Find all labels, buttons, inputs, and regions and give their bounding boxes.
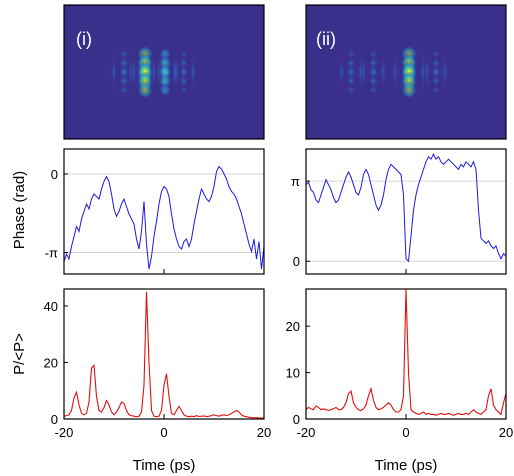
y-tick-label: 40	[44, 299, 58, 314]
y-tick-label: 20	[286, 319, 300, 334]
y-tick-label: 0	[293, 254, 300, 269]
phase-panel-i: 0 -π Phase (rad)	[11, 148, 265, 275]
heatmap-hotspot	[179, 57, 189, 69]
y-tick-label: 10	[286, 366, 300, 381]
heatmap-hotspot	[368, 84, 379, 96]
heatmap-panel-i: (i)	[63, 4, 265, 140]
heatmap-hotspot	[431, 65, 441, 79]
heatmap-hotspot	[346, 74, 356, 88]
x-tick-label: 20	[499, 425, 513, 440]
panel-label-ii: (ii)	[316, 29, 336, 49]
x-tick-label: 20	[257, 425, 271, 440]
phase-y-axis-label: Phase (rad)	[11, 171, 28, 249]
heatmap-hotspot	[118, 74, 130, 88]
phase-series-line	[305, 152, 507, 263]
panel-label-i: (i)	[76, 29, 92, 49]
y-tick-label: 0	[293, 412, 300, 427]
heatmap-fringe	[424, 54, 431, 90]
heatmap-frame	[305, 4, 507, 140]
x-tick-label: 0	[402, 425, 409, 440]
x-tick-label: -20	[297, 425, 316, 440]
heatmap-fringe	[131, 54, 138, 90]
heatmap-hotspot	[431, 75, 441, 87]
heatmap-hotspot	[346, 64, 356, 80]
power-frame	[63, 288, 265, 420]
heatmap-hotspot	[431, 49, 441, 59]
heatmap-fringe	[190, 54, 197, 90]
heatmap-hotspot	[346, 49, 356, 59]
power-series-line	[63, 291, 265, 419]
heatmap-fringe	[150, 54, 157, 90]
heatmap-hotspot	[179, 49, 189, 59]
heatmap-frame	[63, 4, 265, 140]
x-tick-label: -20	[55, 425, 74, 440]
x-axis-label-i: Time (ps)	[133, 457, 196, 474]
heatmap-hotspot	[137, 81, 153, 99]
phase-panel-ii: π0	[291, 148, 507, 275]
heatmap-hotspot	[118, 48, 130, 60]
heatmap-fringe	[110, 54, 117, 90]
x-tick-label: 0	[160, 425, 167, 440]
heatmap-fringe	[357, 54, 364, 90]
phase-series-line	[63, 165, 265, 270]
heatmap-hotspot	[431, 57, 441, 69]
y-tick-label: 0	[51, 412, 58, 427]
heatmap-panel-ii: (ii)	[305, 4, 507, 140]
heatmap-hotspot	[401, 81, 417, 99]
heatmap-hotspot	[431, 85, 441, 95]
heatmap-hotspot	[118, 84, 130, 96]
y-tick-label: 20	[44, 355, 58, 370]
phase-grid	[64, 173, 264, 253]
power-series-line	[305, 288, 507, 416]
heatmap-hotspot	[368, 74, 379, 88]
phase-frame	[63, 148, 265, 275]
y-tick-label: π	[291, 174, 300, 189]
phase-grid	[306, 180, 506, 262]
heatmap-hotspot	[346, 85, 356, 95]
heatmap-fringe	[380, 54, 387, 90]
heatmap-fringe	[171, 54, 178, 90]
heatmap-fringe	[392, 54, 398, 90]
heatmap-fringe	[441, 54, 448, 90]
heatmap-hotspot	[179, 85, 189, 95]
heatmap-hotspot	[179, 75, 189, 87]
y-tick-label: 0	[51, 167, 58, 182]
heatmap-fringe	[420, 54, 426, 90]
heatmap-hotspot	[368, 48, 379, 60]
heatmap-hotspot	[158, 83, 172, 97]
heatmap-fringe	[338, 54, 345, 90]
x-axis-label-ii: Time (ps)	[375, 457, 438, 474]
heatmap-hotspot	[179, 65, 189, 79]
power-y-axis-label: P/<P>	[11, 333, 28, 375]
y-tick-label: -π	[45, 246, 58, 261]
